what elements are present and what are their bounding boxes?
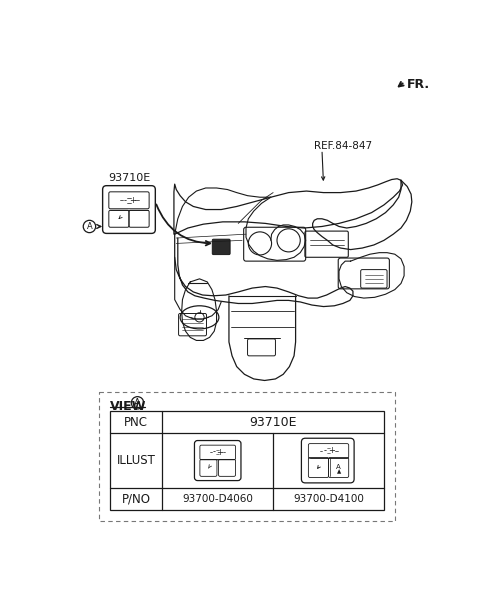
- Bar: [109, 411, 384, 510]
- Text: +: +: [328, 446, 335, 455]
- Text: ILLUST: ILLUST: [117, 454, 156, 467]
- Text: FR.: FR.: [407, 79, 430, 91]
- Bar: [99, 392, 395, 521]
- Text: PNC: PNC: [124, 416, 148, 429]
- Text: A: A: [134, 398, 141, 408]
- Text: -: -: [323, 446, 326, 455]
- FancyBboxPatch shape: [212, 239, 230, 254]
- Text: +: +: [216, 448, 224, 457]
- Text: P/NO: P/NO: [121, 492, 150, 506]
- Text: +: +: [130, 196, 136, 205]
- Text: -: -: [212, 448, 216, 457]
- Text: REF.84-847: REF.84-847: [314, 141, 372, 152]
- Text: -: -: [124, 196, 127, 205]
- Text: 93700-D4100: 93700-D4100: [293, 494, 364, 504]
- Text: VIEW: VIEW: [109, 400, 146, 413]
- Text: 93710E: 93710E: [108, 173, 150, 184]
- Text: 93700-D4060: 93700-D4060: [182, 494, 253, 504]
- Text: A: A: [86, 222, 92, 231]
- Text: ▲: ▲: [336, 469, 341, 474]
- Text: A: A: [336, 464, 341, 470]
- Text: 93710E: 93710E: [250, 416, 297, 429]
